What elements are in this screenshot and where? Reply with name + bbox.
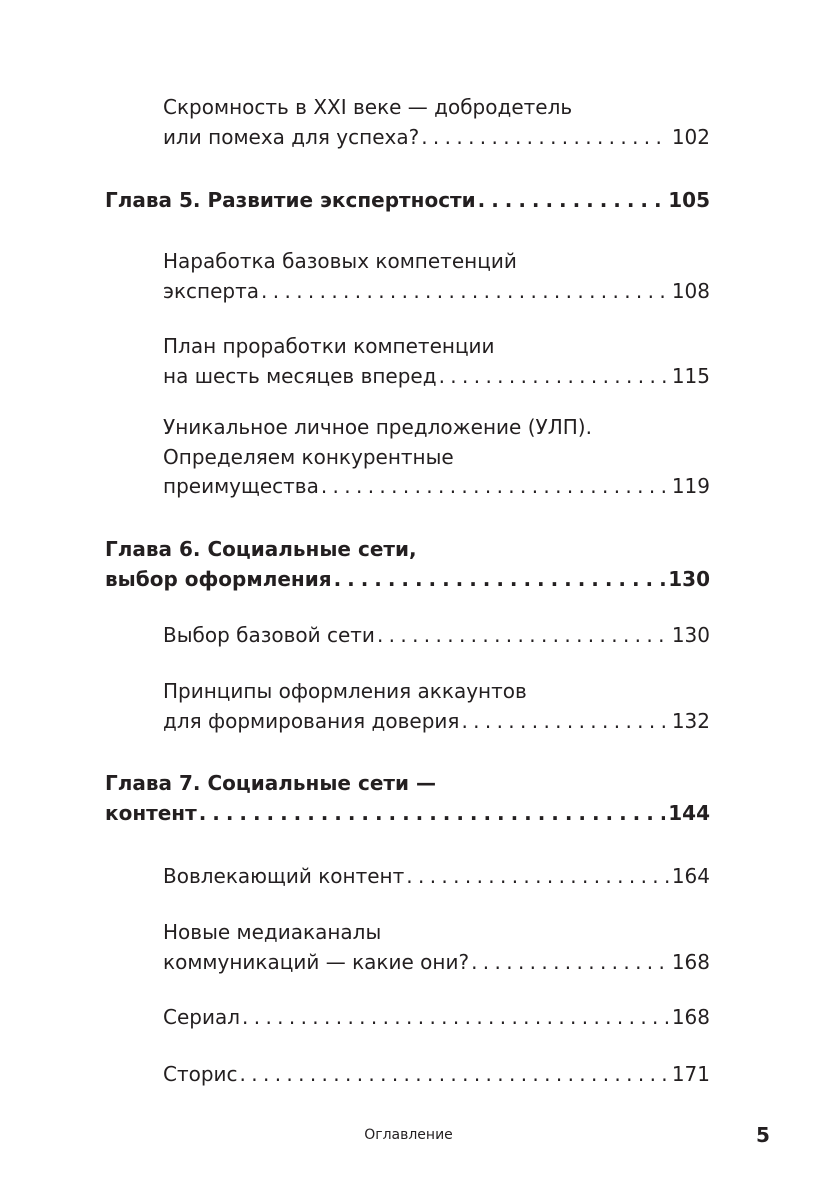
entry-line: выбор оформления 130 <box>105 565 710 595</box>
entry-line: Глава 6. Социальные сети, <box>105 535 710 565</box>
toc-section-entry: Сериал 168 <box>163 1003 710 1033</box>
toc-section-entry: Вовлекающий контент 164 <box>163 862 710 892</box>
entry-line: преимущества 119 <box>163 472 710 502</box>
dot-leader <box>406 862 669 892</box>
dot-leader <box>334 565 666 595</box>
entry-line: Новые медиаканалы <box>163 918 710 948</box>
entry-line: Глава 5. Развитие экспертности 105 <box>105 186 710 216</box>
entry-title-text: на шесть месяцев вперед <box>163 363 437 388</box>
page-number: 5 <box>756 1123 770 1147</box>
dot-leader <box>439 362 669 392</box>
toc-section-entry: План проработки компетенции на шесть меся… <box>163 332 710 391</box>
toc-section-entry: Уникальное личное предложение (УЛП). Опре… <box>163 413 710 502</box>
entry-page-number: 132 <box>671 708 710 733</box>
entry-title-text: Новые медиаканалы <box>163 920 382 944</box>
entry-page-number: 168 <box>671 1005 710 1029</box>
entry-line: Вовлекающий контент 164 <box>163 862 710 892</box>
entry-line: эксперта 108 <box>163 277 710 307</box>
entry-title-text: коммуникаций — какие они? <box>163 949 470 974</box>
toc-chapter-entry: Глава 6. Социальные сети, выбор оформлени… <box>105 535 710 594</box>
entry-title-text: Определяем конкурентные <box>163 444 454 469</box>
entry-title-text: Глава 7. Социальные сети — <box>105 771 436 795</box>
entry-title-text: Глава 5. Развитие экспертности <box>105 188 476 212</box>
dot-leader <box>478 186 666 216</box>
entry-line: Уникальное личное предложение (УЛП). <box>163 413 710 443</box>
entry-page-number: 144 <box>668 800 710 825</box>
entry-line: Скромность в XXI веке — добродетель <box>163 93 710 123</box>
entry-title-text: Сериал <box>163 1005 241 1029</box>
toc-section-entry: Выбор базовой сети 130 <box>163 621 710 651</box>
entry-line: План проработки компетенции <box>163 332 710 362</box>
entry-title-text: Наработка базовых компетенций <box>163 249 517 273</box>
entry-title-text: или помеха для успеха? <box>163 124 420 149</box>
entry-title-text: для формирования доверия <box>163 708 460 733</box>
entry-line: контент 144 <box>105 799 710 829</box>
entry-line: на шесть месяцев вперед 115 <box>163 362 710 392</box>
entry-title-text: Сторис <box>163 1062 238 1086</box>
entry-page-number: 130 <box>671 623 710 647</box>
entry-line: или помеха для успеха? 102 <box>163 123 710 153</box>
dot-leader <box>242 1003 669 1033</box>
entry-page-number: 130 <box>668 566 710 591</box>
dot-leader <box>199 799 666 829</box>
toc-section-entry: Наработка базовых компетенций эксперта 108 <box>163 247 710 306</box>
toc-section-entry: Скромность в XXI веке — добродетель или п… <box>163 93 710 152</box>
entry-page-number: 164 <box>671 864 710 888</box>
entry-title-text: Глава 6. Социальные сети, <box>105 537 417 561</box>
dot-leader <box>471 948 669 978</box>
entry-page-number: 168 <box>671 949 710 974</box>
entry-title-text: Скромность в XXI веке — добродетель <box>163 95 573 119</box>
entry-line: Сторис 171 <box>163 1060 710 1090</box>
toc-chapter-entry: Глава 5. Развитие экспертности 105 <box>105 186 710 216</box>
entry-title-text: Вовлекающий контент <box>163 864 405 888</box>
entry-line: Глава 7. Социальные сети — <box>105 769 710 799</box>
entry-line: Принципы оформления аккаунтов <box>163 677 710 707</box>
dot-leader <box>377 621 669 651</box>
dot-leader <box>461 707 668 737</box>
toc-section-entry: Принципы оформления аккаунтов для формиро… <box>163 677 710 736</box>
entry-line: коммуникаций — какие они? 168 <box>163 948 710 978</box>
entry-title-text: эксперта <box>163 278 260 303</box>
entry-line: для формирования доверия 132 <box>163 707 710 737</box>
entry-title-text: преимущества <box>163 474 319 498</box>
entry-line: Определяем конкурентные <box>163 443 710 473</box>
dot-leader <box>421 123 669 153</box>
entry-page-number: 105 <box>668 188 710 212</box>
entry-title-text: контент <box>105 800 197 825</box>
entry-page-number: 115 <box>671 363 710 388</box>
entry-line: Наработка базовых компетенций <box>163 247 710 277</box>
entry-page-number: 108 <box>671 278 710 303</box>
dot-leader <box>240 1060 669 1090</box>
dot-leader <box>261 277 669 307</box>
entry-title-text: Выбор базовой сети <box>163 623 375 647</box>
dot-leader <box>321 472 669 502</box>
entry-line: Сериал 168 <box>163 1003 710 1033</box>
entry-title-text: выбор оформления <box>105 566 332 591</box>
entry-title-text: Уникальное личное предложение (УЛП). <box>163 415 592 439</box>
entry-page-number: 171 <box>671 1062 710 1086</box>
entry-title-text: План проработки компетенции <box>163 334 495 358</box>
running-footer-title: Оглавление <box>364 1127 453 1143</box>
toc-section-entry: Новые медиаканалы коммуникаций — какие он… <box>163 918 710 977</box>
entry-page-number: 102 <box>671 124 710 149</box>
entry-line: Выбор базовой сети 130 <box>163 621 710 651</box>
entry-title-text: Принципы оформления аккаунтов <box>163 679 527 703</box>
entry-page-number: 119 <box>671 474 710 498</box>
toc-section-entry: Сторис 171 <box>163 1060 710 1090</box>
toc-chapter-entry: Глава 7. Социальные сети — контент 144 <box>105 769 710 828</box>
